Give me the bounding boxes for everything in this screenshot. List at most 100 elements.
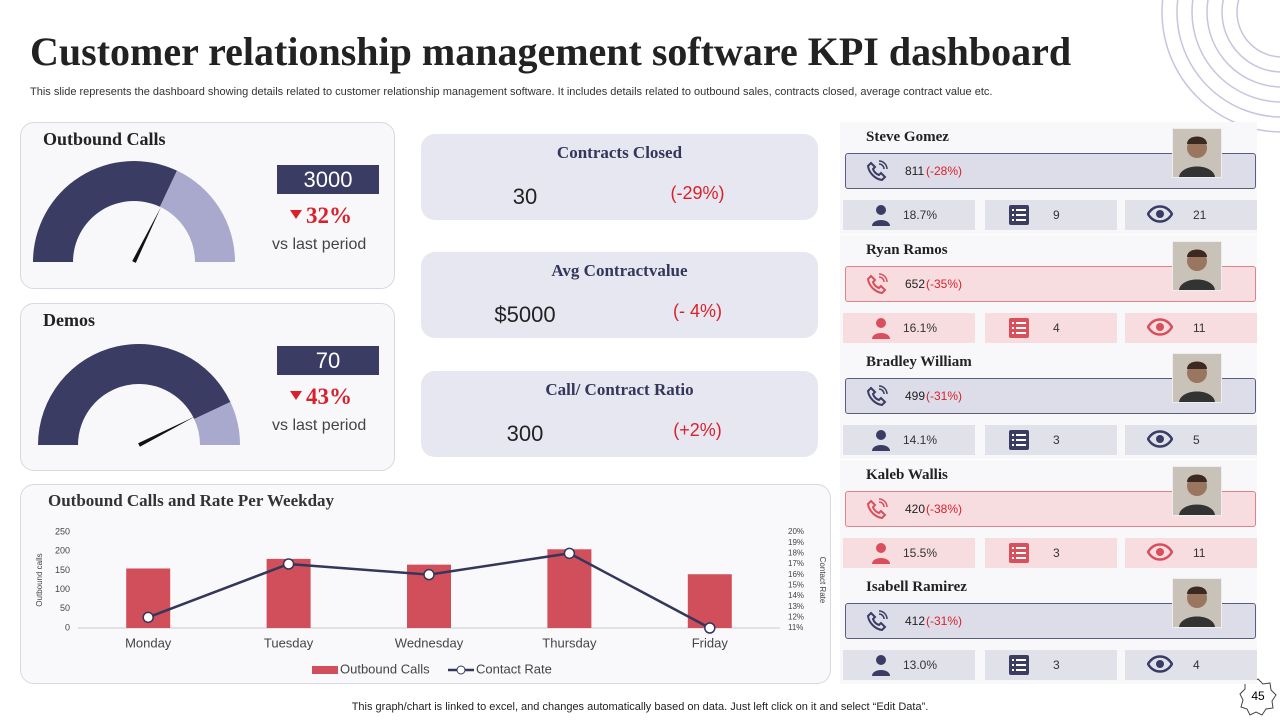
- y2-tick-label: 13%: [788, 602, 804, 611]
- person-name: Ryan Ramos: [866, 241, 948, 258]
- x-tick-label: Friday: [692, 635, 729, 650]
- gauge-value: 3000: [303, 167, 353, 192]
- value-box: [277, 346, 379, 375]
- gauge-note: vs last period: [272, 417, 367, 434]
- stat-value: 4: [1193, 658, 1200, 672]
- title: Customer relationship management softwar…: [30, 29, 1072, 74]
- stat-value: 3: [1053, 658, 1060, 672]
- stat-cell: [843, 312, 975, 343]
- page-badge: [1239, 678, 1277, 716]
- stat-cell: [843, 200, 975, 230]
- gauge-arc: [38, 344, 231, 445]
- calls-change: (-35%): [926, 276, 963, 291]
- stat-value: 14.1%: [903, 433, 938, 447]
- x-tick-label: Monday: [125, 635, 172, 650]
- stat-cell: [985, 650, 1117, 680]
- y2-tick-label: 17%: [788, 559, 804, 568]
- avatar: [1172, 353, 1222, 403]
- stat-value: 15.5%: [903, 545, 938, 560]
- x-tick-label: Thursday: [542, 635, 597, 650]
- kpi-value: 30: [512, 184, 538, 209]
- phone-icon: [866, 610, 888, 637]
- x-tick-label: Tuesday: [264, 635, 314, 650]
- kpi-title: Contracts Closed: [556, 143, 683, 162]
- line-point: [563, 547, 576, 560]
- eye-icon: [1146, 654, 1174, 679]
- down-arrow: [290, 210, 302, 219]
- calls-value: 652: [905, 276, 926, 291]
- stat-value: 11: [1193, 320, 1206, 335]
- eye-icon: [1146, 542, 1174, 567]
- y2-axis-label: Contact Rate: [818, 557, 827, 604]
- list-icon: [1008, 654, 1030, 681]
- line-point: [704, 622, 716, 634]
- stat-value: 3: [1053, 545, 1060, 560]
- person-icon: [870, 542, 892, 569]
- calls-change: (-31%): [926, 614, 963, 628]
- y-tick-label: 50: [60, 603, 70, 613]
- y-tick-label: 150: [55, 565, 70, 575]
- calls-change: (-28%): [926, 164, 963, 178]
- y2-tick-label: 11%: [788, 623, 803, 632]
- stat-cell: [985, 312, 1117, 343]
- stat-cell: [1125, 650, 1257, 680]
- y2-tick-label: 19%: [788, 538, 804, 547]
- line-point: [142, 611, 154, 624]
- line-point: [282, 558, 295, 570]
- kpi-change: (-29%): [670, 183, 725, 203]
- y-tick-label: 100: [55, 584, 70, 594]
- stat-cell: [843, 425, 975, 455]
- page-number: 45: [1251, 689, 1265, 703]
- gauge-note: vs last period: [272, 236, 367, 253]
- stat-value: 5: [1193, 433, 1200, 447]
- y-axis-label: Outbound calls: [35, 553, 44, 606]
- stat-cell: [843, 650, 975, 680]
- list-icon: [1008, 204, 1030, 231]
- kpi-value: 300: [506, 421, 544, 446]
- phone-icon: [866, 272, 888, 300]
- list-icon: [1008, 429, 1030, 456]
- person-name: Isabell Ramirez: [866, 579, 967, 595]
- avatar: [1172, 465, 1222, 516]
- stat-cell: [843, 537, 975, 568]
- phone-icon: [866, 160, 888, 187]
- gauge-needle: [132, 207, 161, 263]
- gauge-change: 32%: [306, 203, 352, 228]
- legend-swatch: [456, 665, 466, 675]
- kpi-title: Avg Contractvalue: [551, 261, 688, 280]
- gauge-title: Outbound Calls: [43, 129, 166, 149]
- value-box: [277, 165, 379, 194]
- footer-note: This graph/chart is linked to excel, and…: [351, 701, 929, 713]
- phone-icon: [866, 497, 888, 525]
- list-icon: [1008, 317, 1030, 344]
- chart: Outbound Calls and Rate Per Weekday 0 50 10…: [35, 491, 827, 677]
- legend-label: Outbound Calls: [340, 661, 430, 676]
- eye-icon: [1146, 204, 1174, 229]
- gauge-change: 43%: [306, 384, 352, 409]
- y-tick-label: 250: [55, 526, 70, 536]
- calls-value: 811: [905, 164, 925, 178]
- kpi-value: $5000: [494, 302, 556, 327]
- gauges: [33, 161, 379, 447]
- line-point: [423, 568, 435, 581]
- phone-icon: [866, 385, 888, 412]
- y2-tick-label: 18%: [788, 548, 804, 557]
- person-icon: [870, 317, 892, 344]
- stat-value: 11: [1193, 545, 1206, 560]
- kpi-card: [421, 134, 818, 220]
- y-tick-label: 0: [65, 622, 70, 632]
- person-name: Bradley William: [866, 354, 972, 370]
- stat-value: 13.0%: [903, 658, 938, 672]
- person-name: Kaleb Wallis: [866, 466, 948, 483]
- stat-cell: [1125, 312, 1257, 343]
- gauge-value: 70: [315, 348, 341, 373]
- kpi-card: [421, 252, 818, 338]
- calls-change: (-31%): [926, 389, 963, 403]
- stat-cell: [1125, 537, 1257, 568]
- eye-icon: [1146, 429, 1174, 454]
- gauge-title: Demos: [43, 310, 95, 330]
- stat-value: 18.7%: [903, 208, 938, 222]
- gauge-arc: [33, 161, 178, 262]
- kpi-change: (+2%): [673, 420, 722, 440]
- stat-cell: [1125, 425, 1257, 455]
